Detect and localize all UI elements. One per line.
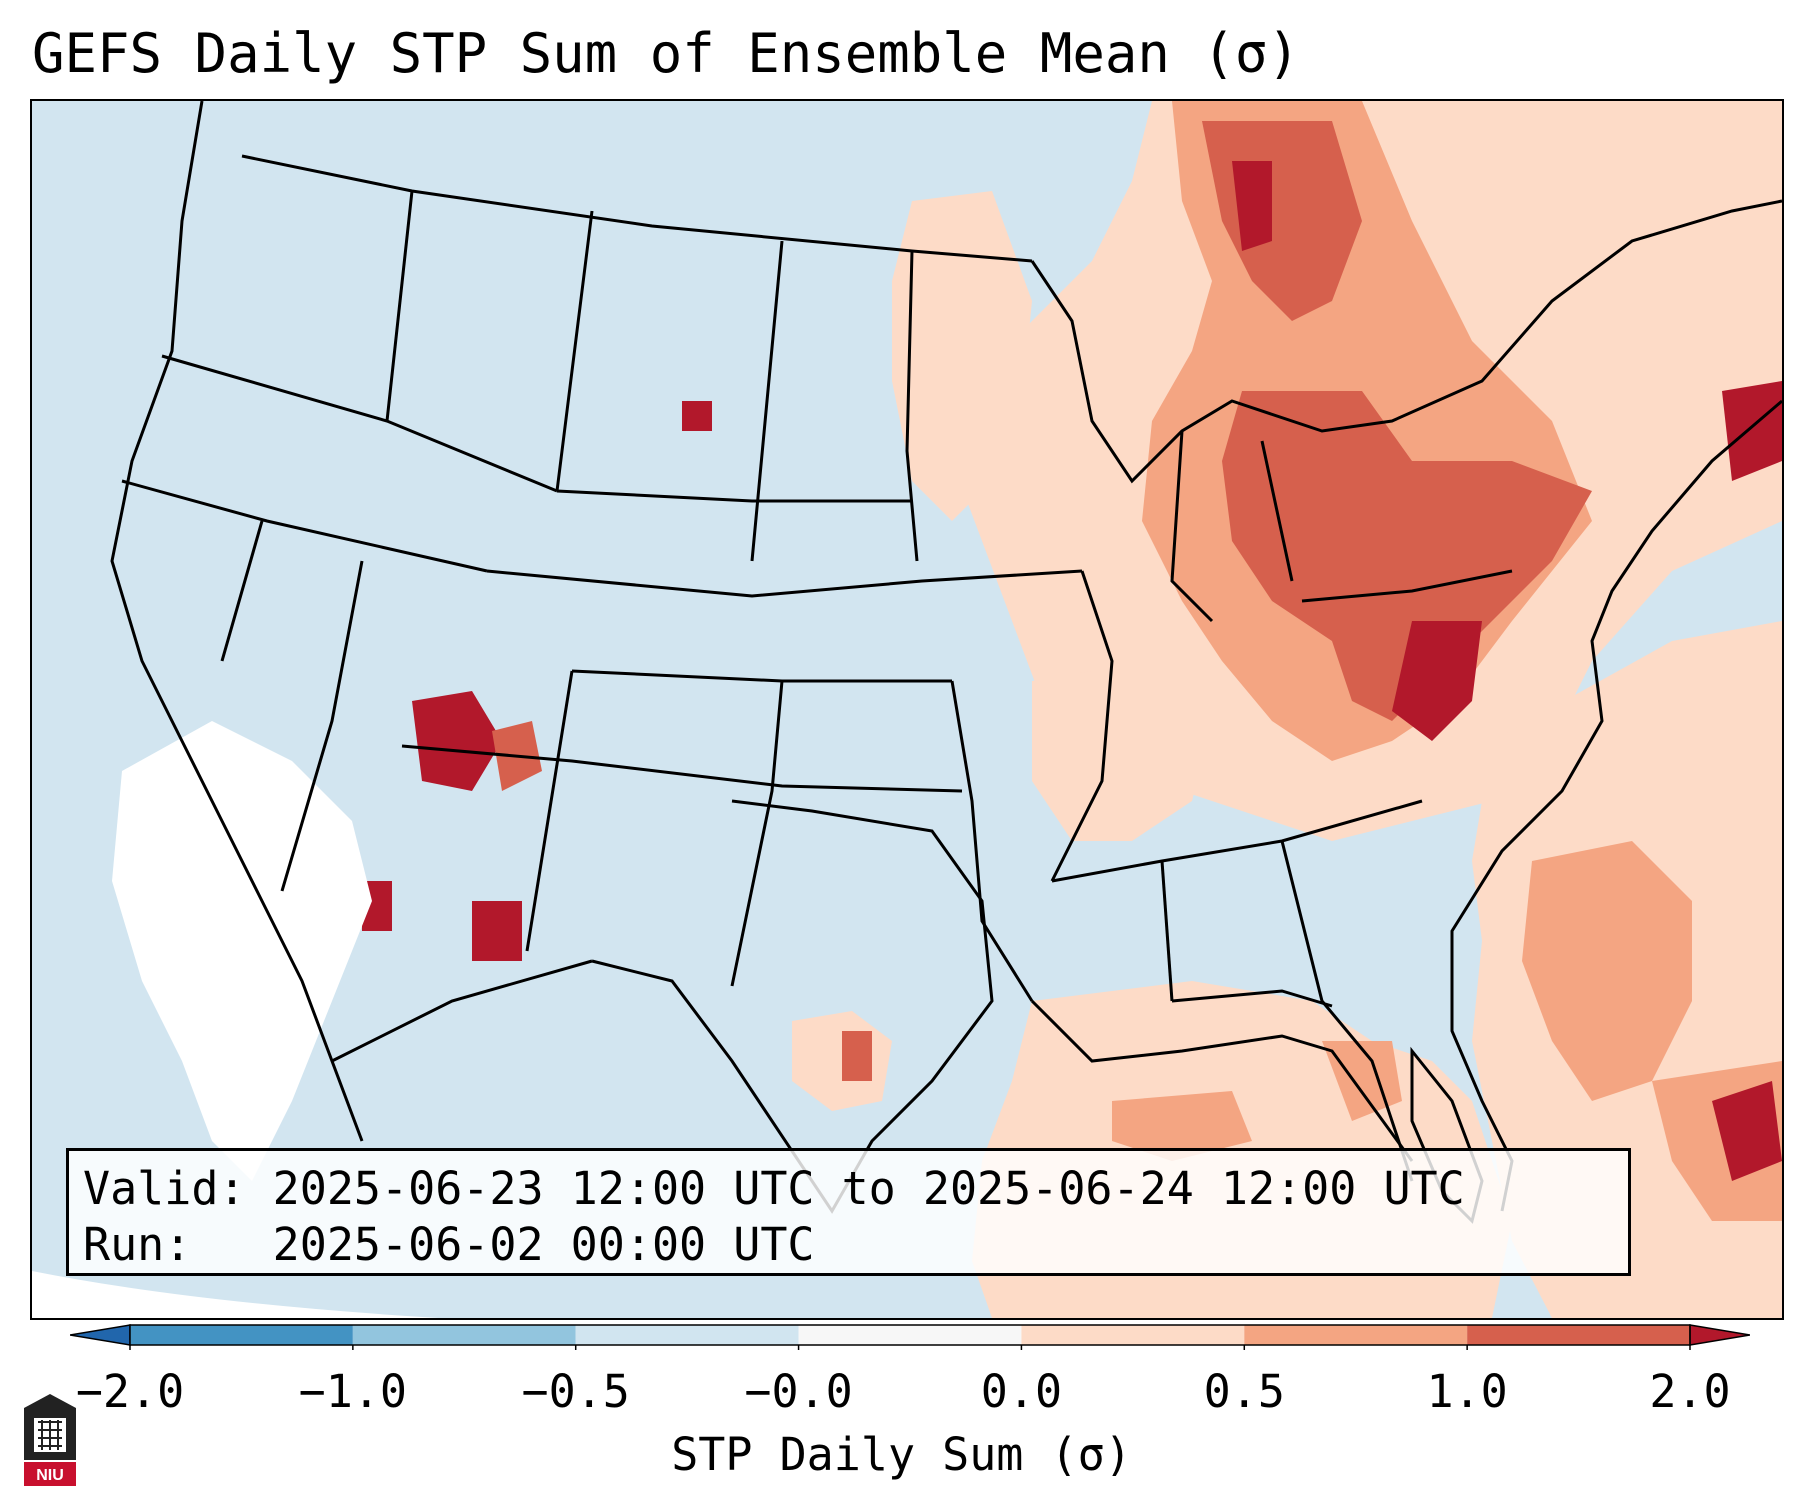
colorbar-extend-low bbox=[70, 1324, 131, 1346]
colorbar-label: STP Daily Sum (σ) bbox=[671, 1428, 1132, 1481]
colorbar-bin bbox=[352, 1325, 576, 1345]
colorbar-bin bbox=[1021, 1325, 1245, 1345]
colorbar-bin bbox=[798, 1325, 1022, 1345]
colorbar-bin bbox=[1467, 1325, 1690, 1345]
colorbar-bin bbox=[575, 1325, 799, 1345]
run-text: 2025-06-02 00:00 UTC bbox=[272, 1218, 815, 1271]
map-panel bbox=[30, 99, 1784, 1320]
projection-edge bbox=[32, 1271, 439, 1318]
colorbar bbox=[70, 1324, 1750, 1350]
valid-text: 2025-06-23 12:00 UTC to 2025-06-24 12:00… bbox=[272, 1162, 1465, 1215]
colorbar-tick-label: −0.5 bbox=[521, 1365, 630, 1418]
run-label: Run: bbox=[83, 1218, 192, 1271]
valid-label: Valid: bbox=[83, 1162, 246, 1215]
colorbar-tick-label: 2.0 bbox=[1649, 1365, 1731, 1418]
colorbar-bin bbox=[1244, 1325, 1468, 1345]
colorbar-tick-label: 1.0 bbox=[1426, 1365, 1508, 1418]
boundaries bbox=[110, 101, 1782, 1224]
colorbar-tick-label: −2.0 bbox=[75, 1365, 185, 1418]
colorbar-bin bbox=[130, 1325, 353, 1345]
colorbar-tick-label: −0.0 bbox=[744, 1365, 853, 1418]
chart-title: GEFS Daily STP Sum of Ensemble Mean (σ) bbox=[32, 22, 1300, 85]
stp-map bbox=[32, 101, 1782, 1318]
colorbar-tick-label: −1.0 bbox=[298, 1365, 408, 1418]
logo-text: NIU bbox=[36, 1467, 64, 1484]
niu-logo: NIU bbox=[24, 1394, 76, 1486]
colorbar-tick-label: 0.5 bbox=[1203, 1365, 1285, 1418]
valid-run-info-box: Valid: 2025-06-23 12:00 UTC to 2025-06-2… bbox=[66, 1148, 1631, 1276]
colorbar-extend-high bbox=[1689, 1324, 1750, 1346]
colorbar-frame bbox=[129, 1324, 1691, 1346]
colorbar-tick-label: 0.0 bbox=[980, 1365, 1063, 1418]
